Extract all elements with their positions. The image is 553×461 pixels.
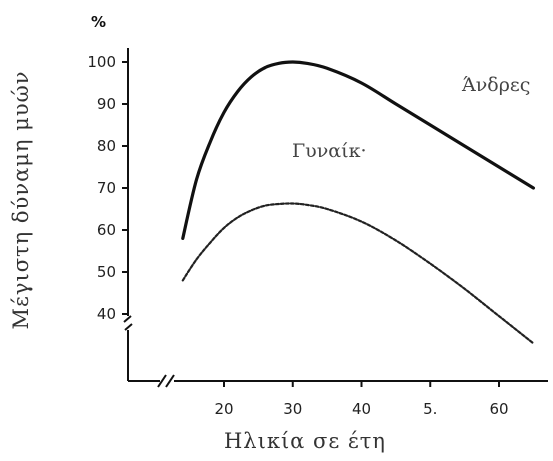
y-tick-label: 40 [97, 305, 116, 323]
x-tick-label: 20 [214, 400, 233, 418]
ticks: 40 50 60 70 80 90 100 20 30 40 5. 60 [87, 53, 508, 418]
y-tick-label: 70 [97, 179, 116, 197]
series-line-men [181, 60, 535, 240]
y-tick-label: 60 [97, 221, 116, 239]
y-tick-label: 100 [87, 53, 116, 71]
x-axis-break-mark [157, 374, 175, 388]
series-label-men: Άνδρες [461, 74, 530, 96]
y-tick-label: 50 [97, 263, 116, 281]
series [181, 60, 535, 345]
x-tick-label: 40 [352, 400, 371, 418]
y-tick-label: 80 [97, 137, 116, 155]
x-tick-label: 5. [423, 400, 437, 418]
series-line-women [181, 202, 535, 345]
series-label-women: Γυναίκ· [292, 140, 366, 162]
y-axis-title: Μέγιστη δύναμη μυών [9, 71, 33, 330]
y-axis-break-mark [123, 315, 133, 331]
x-tick-label: 30 [283, 400, 302, 418]
y-tick-label: 90 [97, 95, 116, 113]
x-tick-label: 60 [489, 400, 508, 418]
x-axis-title: Ηλικία σε έτη [224, 429, 386, 453]
y-unit-label: % [91, 13, 106, 31]
